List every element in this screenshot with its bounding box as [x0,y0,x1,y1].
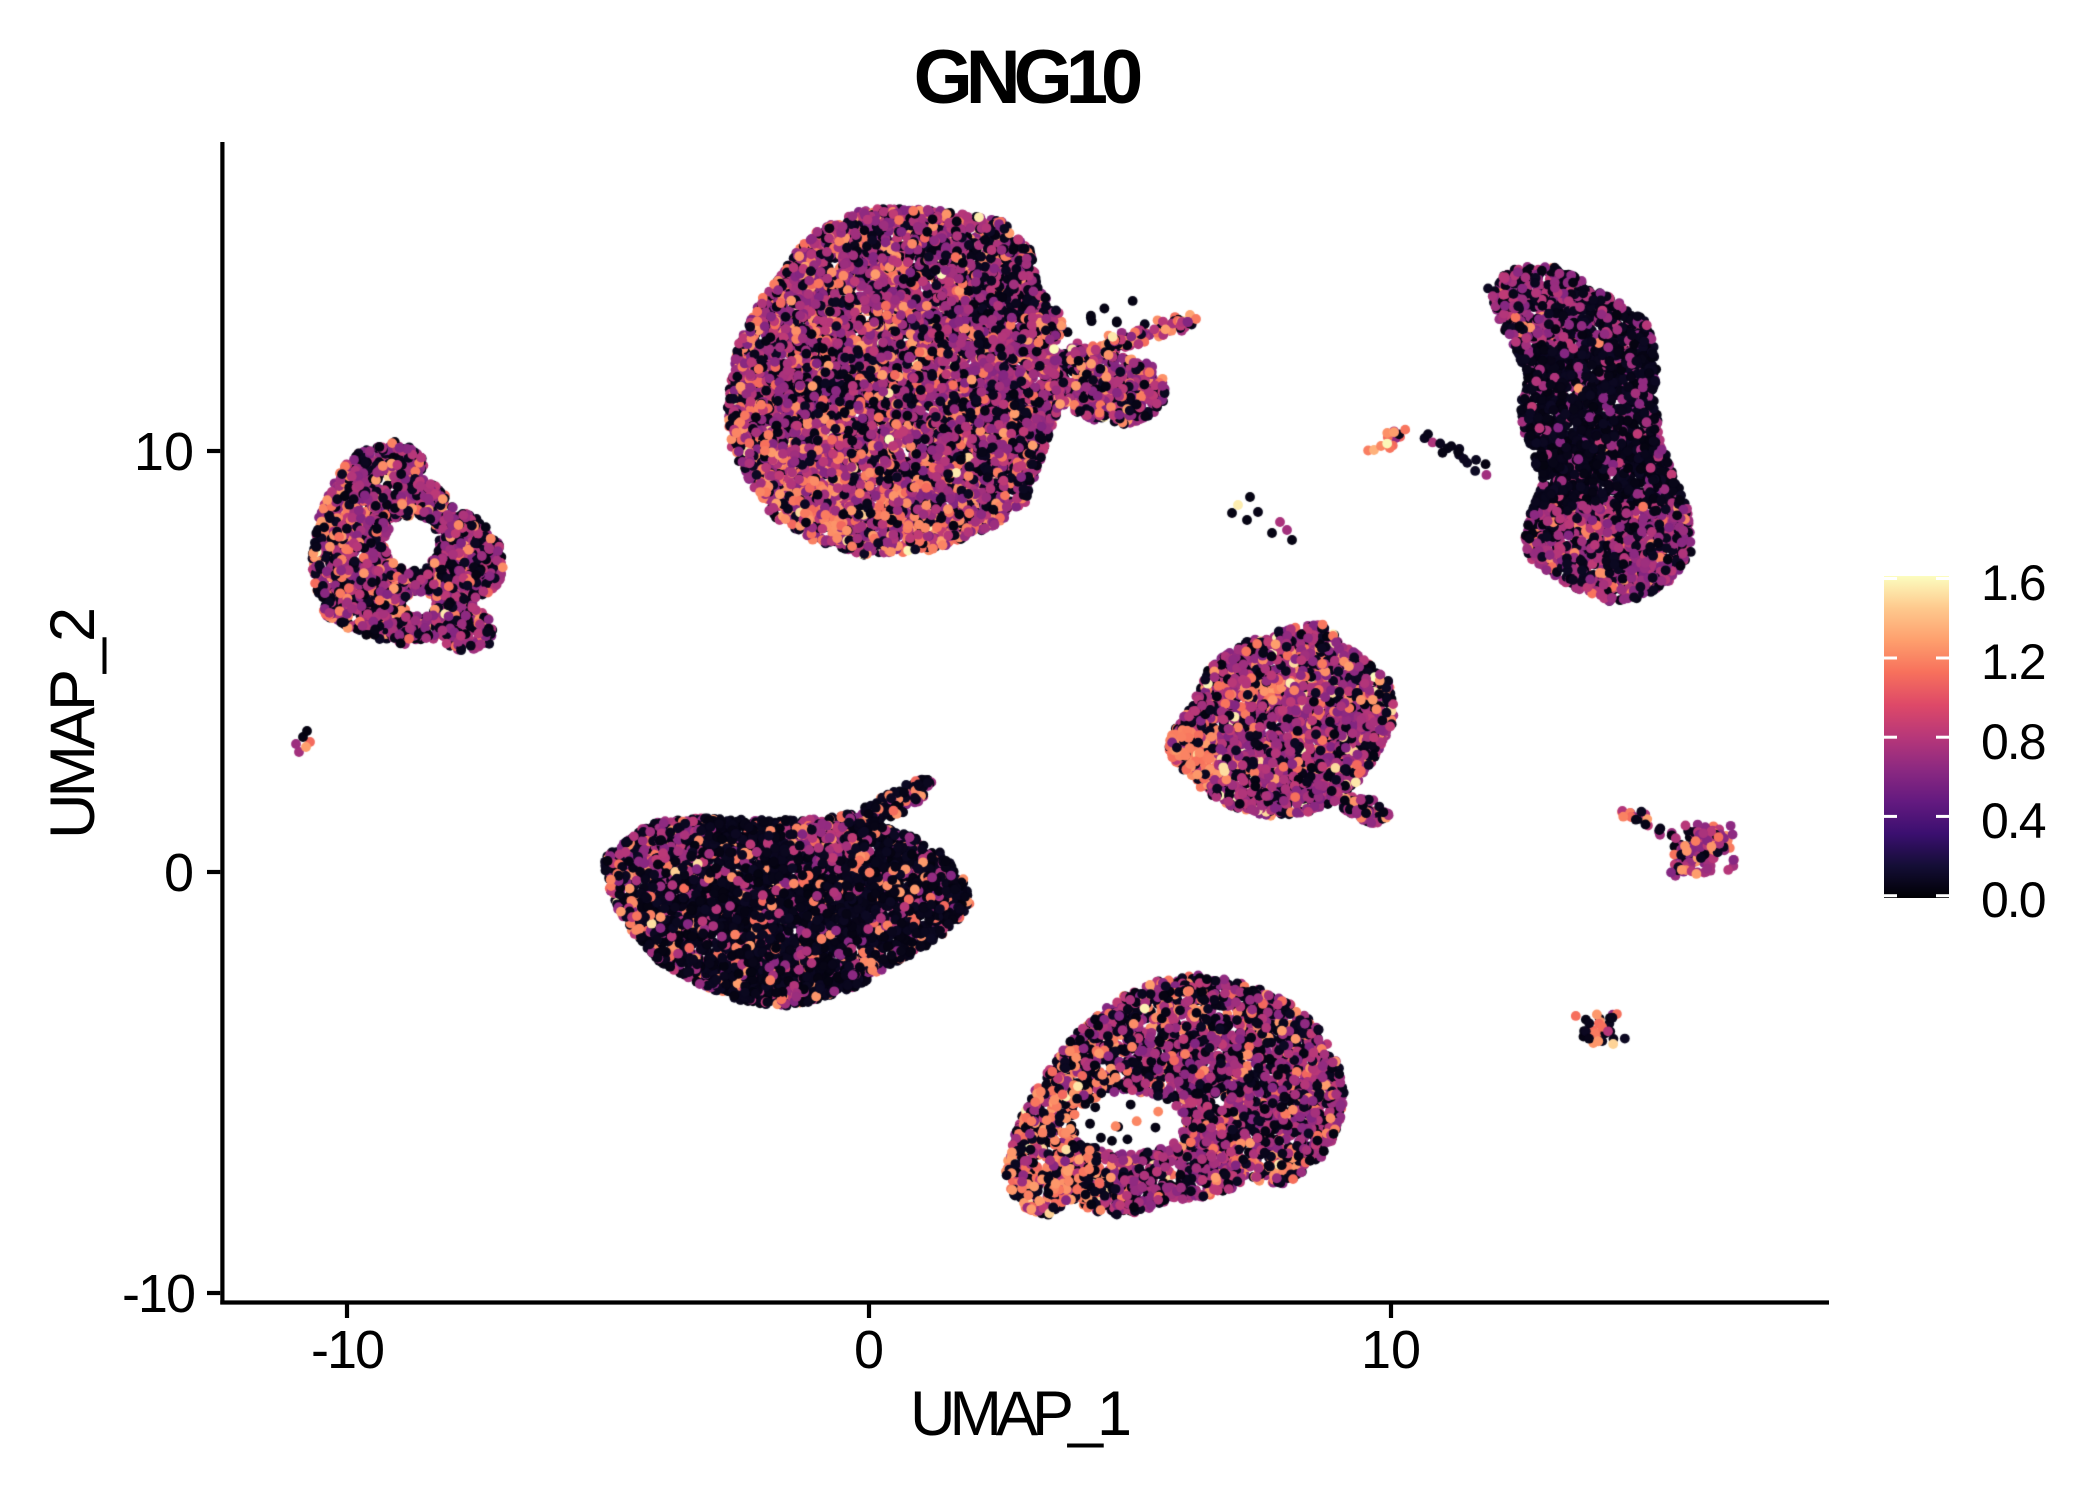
svg-text:0.4: 0.4 [1981,793,2046,849]
svg-text:-10: -10 [122,1264,194,1324]
svg-text:10: 10 [1361,1320,1421,1380]
svg-text:GNG10: GNG10 [914,35,1141,120]
svg-text:0: 0 [164,843,194,903]
svg-text:10: 10 [134,422,194,482]
svg-text:UMAP_1: UMAP_1 [910,1379,1129,1449]
svg-text:0.0: 0.0 [1981,872,2045,928]
svg-text:0: 0 [854,1320,884,1380]
svg-text:1.6: 1.6 [1981,555,2045,611]
svg-text:1.2: 1.2 [1981,634,2045,690]
svg-text:UMAP_2: UMAP_2 [38,610,108,839]
svg-text:0.8: 0.8 [1981,714,2045,770]
svg-text:-10: -10 [311,1320,383,1380]
